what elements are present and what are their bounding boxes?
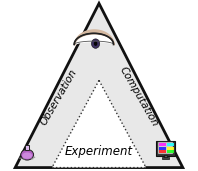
Ellipse shape: [91, 39, 100, 48]
Ellipse shape: [31, 158, 34, 160]
Ellipse shape: [22, 152, 32, 159]
Bar: [159, 147, 166, 150]
Bar: [167, 147, 174, 150]
Ellipse shape: [19, 157, 22, 159]
Bar: [167, 150, 174, 153]
FancyBboxPatch shape: [158, 142, 173, 154]
Bar: [167, 143, 174, 146]
Ellipse shape: [23, 158, 25, 160]
Bar: [162, 157, 169, 159]
Ellipse shape: [21, 149, 34, 160]
Bar: [26, 145, 29, 150]
Polygon shape: [52, 80, 146, 168]
Bar: [159, 143, 166, 146]
Bar: [159, 150, 166, 153]
Ellipse shape: [94, 41, 97, 46]
Polygon shape: [15, 3, 183, 168]
Text: Experiment: Experiment: [65, 145, 133, 158]
Bar: [164, 155, 167, 158]
Ellipse shape: [33, 156, 35, 158]
Text: Computation: Computation: [118, 65, 160, 128]
FancyBboxPatch shape: [156, 141, 175, 156]
Text: Observation: Observation: [39, 67, 79, 127]
